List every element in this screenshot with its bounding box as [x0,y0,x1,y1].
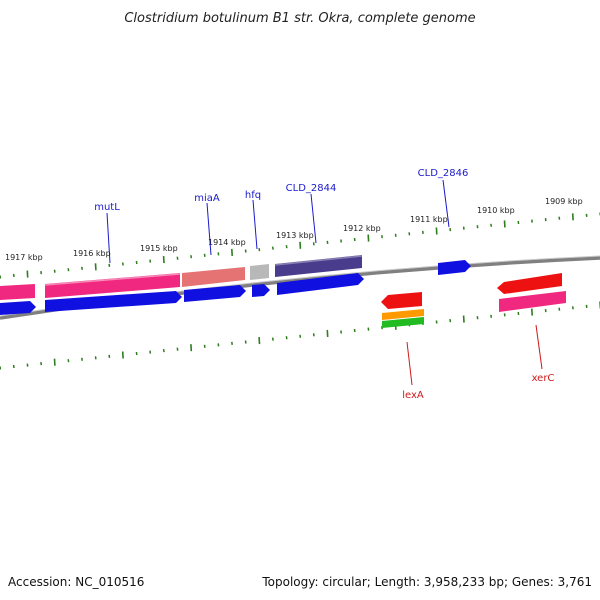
gene-arrow-lexA[interactable] [381,292,422,309]
kbp-label: 1911 kbp [410,215,448,224]
gene-arrow-blue[interactable] [0,301,36,315]
forward-inner-track [0,260,471,315]
reverse-track [381,273,566,328]
accession-text: Accession: NC_010516 [8,575,144,589]
gene-arrow-xerC[interactable] [497,273,562,294]
kbp-label: 1912 kbp [343,224,381,233]
gene-block-mutL[interactable] [45,273,180,298]
kbp-label: 1909 kbp [545,197,583,206]
gene-arrow-blue[interactable] [277,273,364,295]
gene-label-miaA[interactable]: miaA [194,193,220,204]
kbp-label: 1916 kbp [73,249,111,258]
kbp-label: 1913 kbp [276,231,314,240]
gene-arrow-blue[interactable] [184,285,246,302]
label-leaders [106,179,543,386]
gene-block-miaA[interactable] [182,267,245,287]
summary-text: Topology: circular; Length: 3,958,233 bp… [261,575,592,589]
gene-block-pink[interactable] [0,284,35,300]
gene-arrow-blue[interactable] [252,284,270,297]
kbp-label: 1917 kbp [5,253,43,262]
gene-block-orange[interactable] [382,309,424,320]
gene-block-pink[interactable] [499,291,566,312]
map-title: Clostridium botulinum B1 str. Okra, comp… [124,11,475,26]
gene-block-green[interactable] [382,317,424,328]
gene-label-CLD_2844[interactable]: CLD_2844 [286,183,337,194]
kbp-label: 1914 kbp [208,238,246,247]
gene-label-lexA[interactable]: lexA [402,390,424,401]
forward-outer-track [0,255,363,300]
kbp-label: 1915 kbp [140,244,178,253]
gene-label-CLD_2846[interactable]: CLD_2846 [418,168,469,179]
gene-labels: mutL miaA hfq CLD_2844 CLD_2846 lexA xer… [94,168,554,401]
gene-block-CLD_2844[interactable] [275,255,362,277]
gene-label-mutL[interactable]: mutL [94,202,120,213]
gene-arrow-CLD_2846[interactable] [438,260,471,275]
gene-block-hfq[interactable] [250,264,269,280]
kbp-label: 1910 kbp [477,206,515,215]
outer-tick-ruler [0,212,600,279]
gene-label-hfq[interactable]: hfq [245,190,261,201]
kbp-label-group: 1917 kbp 1916 kbp 1915 kbp 1914 kbp 1913… [5,197,583,262]
gene-arrow-blue[interactable] [45,291,182,312]
gene-label-xerC[interactable]: xerC [532,373,555,384]
inner-tick-ruler [0,301,600,370]
